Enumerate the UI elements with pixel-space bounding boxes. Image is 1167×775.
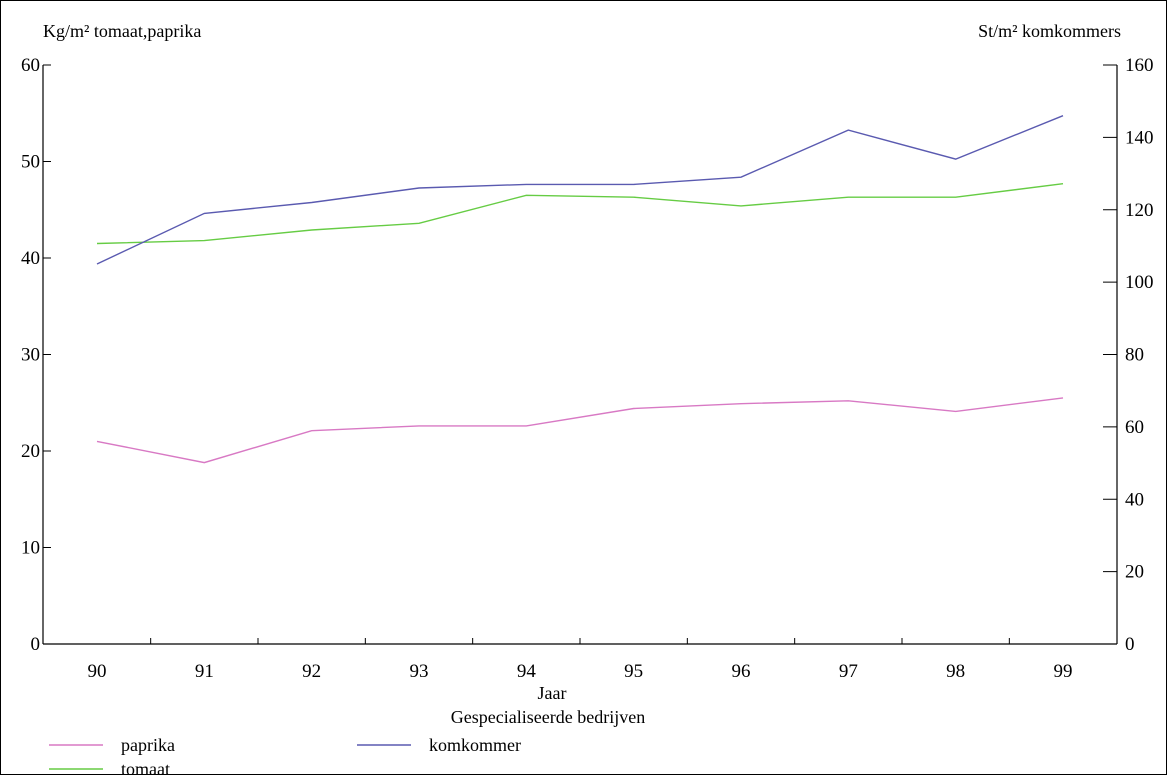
left-axis-label: Kg/m² tomaat,paprika	[43, 21, 201, 41]
chart-subtitle: Gespecialiseerde bedrijven	[451, 707, 645, 727]
right-axis-label: St/m² komkommers	[978, 21, 1121, 41]
left-tick-label: 20	[21, 441, 40, 462]
x-tick-label: 99	[1054, 661, 1073, 682]
x-tick-label: 91	[195, 661, 214, 682]
left-tick-label: 50	[21, 152, 40, 173]
right-tick-label: 80	[1125, 345, 1144, 366]
right-tick-label: 0	[1125, 634, 1135, 655]
right-tick-label: 60	[1125, 417, 1144, 438]
legend-label-paprika: paprika	[121, 735, 175, 755]
series-line-komkommer	[96, 115, 1064, 265]
x-tick-label: 98	[946, 661, 965, 682]
right-tick-label: 160	[1125, 55, 1154, 76]
x-tick-label: 92	[302, 661, 321, 682]
right-tick-label: 40	[1125, 489, 1144, 510]
left-tick-label: 60	[21, 55, 40, 76]
x-tick-label: 95	[624, 661, 643, 682]
series-layer	[96, 115, 1064, 464]
right-tick-label: 20	[1125, 562, 1144, 583]
series-line-tomaat	[96, 183, 1064, 245]
legend: paprika tomaat komkommer	[49, 735, 521, 774]
left-tick-label: 0	[31, 634, 41, 655]
left-tick-label: 10	[21, 538, 40, 559]
x-axis-label: Jaar	[538, 683, 567, 703]
right-tick-label: 120	[1125, 200, 1154, 221]
x-tick-label: 97	[839, 661, 858, 682]
left-tick-label: 30	[21, 345, 40, 366]
axes: 0 10 20 30 40 50 60 0 20 40 60 80 100 120 140 160 90 91 92…	[21, 55, 1154, 682]
legend-label-tomaat: tomaat	[121, 759, 170, 774]
x-tick-label: 94	[517, 661, 537, 682]
right-tick-label: 100	[1125, 272, 1154, 293]
x-tick-label: 90	[88, 661, 107, 682]
series-line-paprika	[96, 397, 1064, 464]
right-tick-label: 140	[1125, 127, 1154, 148]
left-tick-label: 40	[21, 248, 40, 269]
legend-label-komkommer: komkommer	[429, 735, 521, 755]
x-tick-label: 96	[732, 661, 751, 682]
x-tick-label: 93	[410, 661, 429, 682]
